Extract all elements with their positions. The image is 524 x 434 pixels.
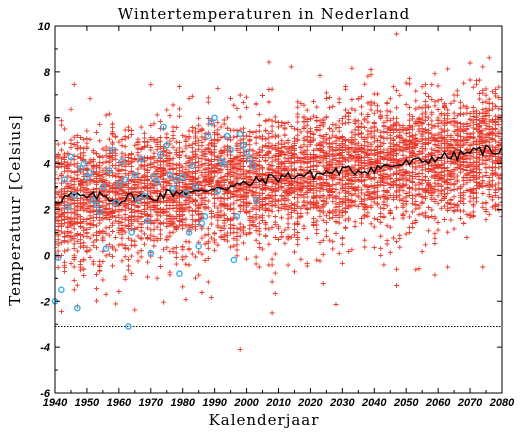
observed-point [93,201,100,209]
observed-point [220,160,228,167]
observed-point [179,174,187,181]
observed-point [134,197,142,204]
x-tick-label: 2050 [393,397,419,409]
observed-point [236,130,244,138]
observed-point [64,203,72,211]
observed-point [211,114,218,122]
ensemble-cloud [55,31,502,352]
y-tick-label: 4 [43,159,50,171]
observed-point [176,270,183,278]
y-tick-label: 0 [44,250,51,262]
observed-point [125,323,132,330]
observed-point [137,155,145,163]
observed-point [163,141,171,149]
observed-point [185,229,193,236]
mean-line-path [55,144,502,206]
observed-point [233,213,241,220]
observed-point [157,151,164,158]
observed-point [243,148,250,156]
x-tick-label: 1990 [202,397,227,409]
observed-point [112,199,119,206]
observed-point [195,242,202,250]
observed-point [204,132,212,140]
ensemble-markers [55,31,502,352]
observed-point [173,176,180,183]
observed-point [166,171,174,179]
observed-point [214,187,222,195]
observed-point [246,155,254,163]
observed-points [51,114,260,330]
observed-point [230,256,238,264]
x-tick-label: 2060 [425,397,451,409]
chart-title: Wintertemperaturen in Nederland [118,5,410,23]
observed-point [144,217,151,225]
observed-point [150,174,158,181]
observed-point [188,162,196,170]
observed-point [74,304,81,312]
y-axis-label: Temperatuur [Celsius] [6,114,24,306]
y-tick-label: 6 [44,113,51,125]
y-tick-label: -4 [40,342,50,354]
x-tick-label: 1970 [139,397,164,409]
ensemble-mean-line [55,144,502,206]
observed-point [192,183,199,190]
x-tick-label: 1980 [170,397,195,409]
observed-point [102,245,110,252]
observed-point [77,164,84,172]
observed-point [160,123,167,131]
observed-point [198,219,206,227]
observed-point [153,178,161,186]
observed-point [208,119,215,126]
observed-point [131,171,139,179]
observed-point [83,174,91,181]
y-tick-label: 2 [43,205,50,217]
y-tick-label: 8 [44,67,51,79]
x-tick-label: 1950 [75,397,100,409]
observed-point [240,141,247,149]
x-tick-label: 2010 [265,397,291,409]
observed-point [86,169,94,177]
y-tick-label: 10 [38,21,51,33]
observed-point [249,162,257,170]
observed-point [227,146,234,154]
axis-ticks: 1940 1950 1960 1970 1980 1990 2000 2010 2020 2030… [38,21,515,409]
x-tick-label: 2000 [233,397,259,409]
observed-point [147,249,155,257]
observed-point [141,192,148,200]
observed-point [224,132,231,140]
observed-point [182,190,190,197]
observed-point [67,153,75,161]
x-tick-label: 1960 [107,397,132,409]
x-axis-label: Kalenderjaar [209,411,320,429]
x-tick-label: 1940 [43,397,68,409]
observed-point [61,176,68,183]
observed-point [90,197,97,204]
observed-point [109,146,116,154]
observed-point [80,160,88,167]
observed-point [96,208,103,216]
x-tick-label: 2020 [297,397,323,409]
observed-point [115,180,123,188]
observed-point [169,185,177,193]
y-tick-label: -2 [40,296,50,308]
observed-point [118,158,126,165]
observed-point [99,183,107,190]
x-tick-label: 2030 [329,397,355,409]
observed-point [105,167,113,174]
observed-point [70,192,78,200]
observed-point [58,286,65,294]
x-tick-label: 2080 [489,397,515,409]
observed-point [128,229,135,236]
x-tick-label: 2040 [361,397,387,409]
y-tick-label: -6 [40,388,51,400]
observed-point [121,176,129,183]
x-tick-label: 2070 [457,397,483,409]
observed-point [252,197,260,204]
observed-point [201,213,209,220]
